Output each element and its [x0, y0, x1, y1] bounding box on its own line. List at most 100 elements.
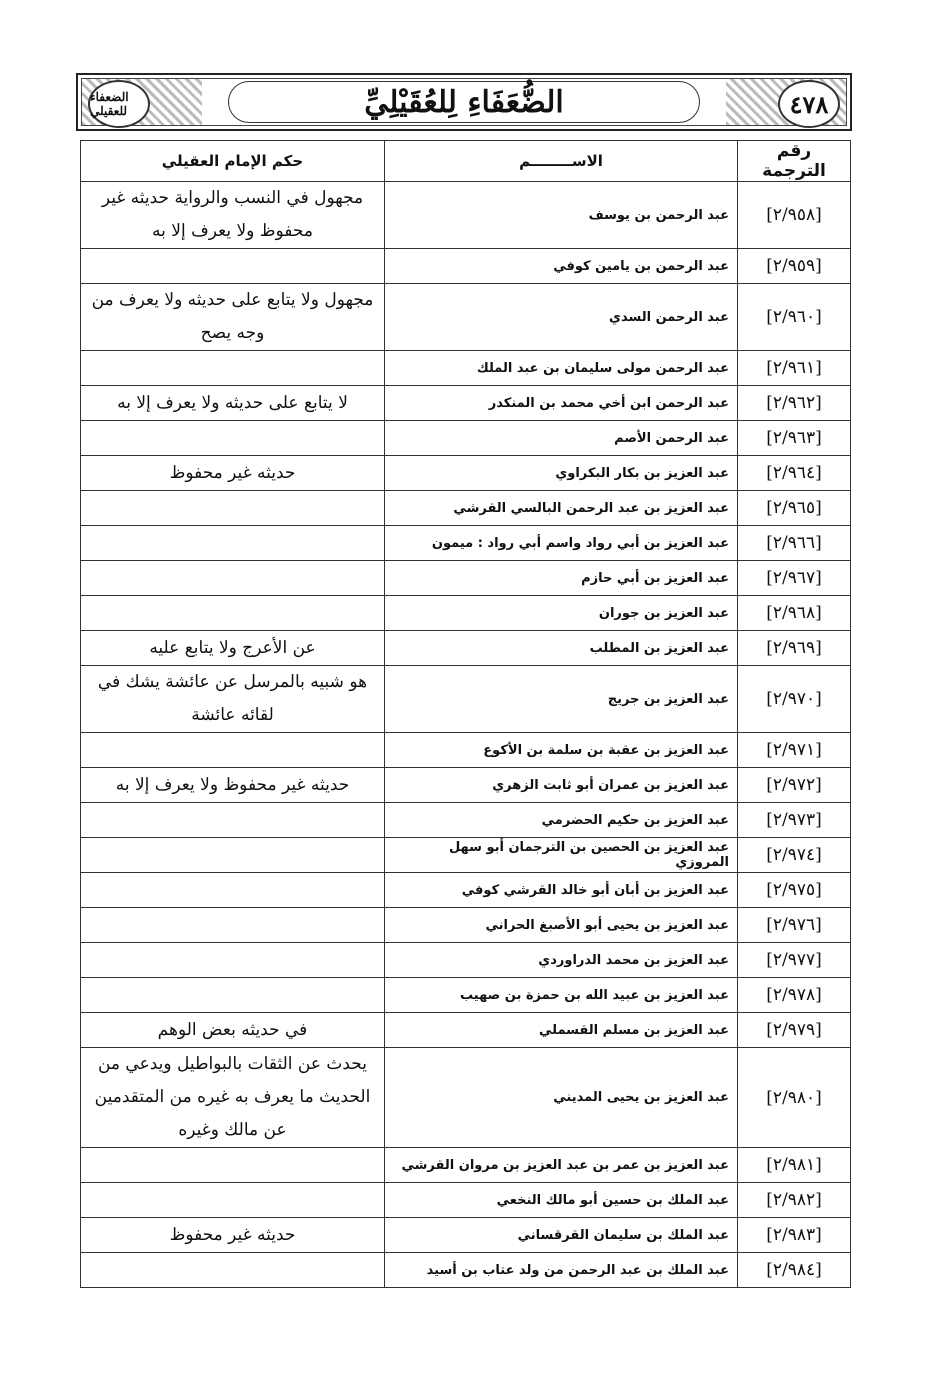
table-row: [٢/٩٧٨] عبد العزيز بن عبيد الله بن حمزة ب…	[80, 977, 851, 1013]
entry-number: [٢/٩٦١]	[737, 350, 851, 386]
table-row: [٢/٩٥٩] عبد الرحمن بن يامين كوفي	[80, 248, 851, 284]
entry-number: [٢/٩٧٩]	[737, 1012, 851, 1048]
table-header-row: رقم الترجمة الاســــــــم حكم الإمام الع…	[80, 140, 851, 182]
narrator-name: عبد العزيز بن الحصين بن الترجمان أبو سهل…	[384, 837, 738, 873]
entry-number: [٢/٩٨٠]	[737, 1047, 851, 1148]
verdict-text: هو شبيه بالمرسل عن عائشة يشك في لقائه عا…	[80, 665, 385, 733]
entry-number: [٢/٩٨١]	[737, 1147, 851, 1183]
verdict-text	[80, 560, 385, 596]
entry-number: [٢/٩٦٥]	[737, 490, 851, 526]
entry-number: [٢/٩٧١]	[737, 732, 851, 768]
verdict-text: في حديثه بعض الوهم	[80, 1012, 385, 1048]
entry-number: [٢/٩٧٥]	[737, 872, 851, 908]
narrator-name: عبد العزيز بن جوران	[384, 595, 738, 631]
narrator-name: عبد العزيز بن أبي حازم	[384, 560, 738, 596]
narrator-name: عبد الرحمن السدي	[384, 283, 738, 351]
verdict-text	[80, 525, 385, 561]
verdict-text: حديثه غير محفوظ	[80, 455, 385, 491]
narrator-name: عبد العزيز بن أبي رواد واسم أبي رواد : م…	[384, 525, 738, 561]
entry-number: [٢/٩٨٤]	[737, 1252, 851, 1288]
column-header-verdict: حكم الإمام العقيلي	[80, 140, 385, 182]
narrator-name: عبد الرحمن بن يامين كوفي	[384, 248, 738, 284]
narrator-name: عبد الرحمن مولى سليمان بن عبد الملك	[384, 350, 738, 386]
entry-number: [٢/٩٦٠]	[737, 283, 851, 351]
table-row: [٢/٩٧٠] عبد العزيز بن جريج هو شبيه بالمرسل…	[80, 665, 851, 733]
verdict-text	[80, 977, 385, 1013]
narrator-name: عبد العزيز بن أبان أبو خالد القرشي كوفي	[384, 872, 738, 908]
table-row: [٢/٩٧٩] عبد العزيز بن مسلم القسملي في حديث…	[80, 1012, 851, 1048]
table-row: [٢/٩٨٠] عبد العزيز بن يحيى المديني يحدث عن…	[80, 1047, 851, 1148]
table-row: [٢/٩٦٢] عبد الرحمن ابن أخي محمد بن المنكد…	[80, 385, 851, 421]
narrator-name: عبد الرحمن بن يوسف	[384, 181, 738, 249]
table-row: [٢/٩٦٤] عبد العزيز بن بكار البكراوي حديثه …	[80, 455, 851, 491]
table-row: [٢/٩٧٥] عبد العزيز بن أبان أبو خالد القرش…	[80, 872, 851, 908]
narrator-name: عبد العزيز بن بكار البكراوي	[384, 455, 738, 491]
verdict-text: حديثه غير محفوظ	[80, 1217, 385, 1253]
verdict-text: حديثه غير محفوظ ولا يعرف إلا به	[80, 767, 385, 803]
table-row: [٢/٩٧٧] عبد العزيز بن محمد الدراوردي	[80, 942, 851, 978]
verdict-text: مجهول في النسب والرواية حديثه غير محفوظ …	[80, 181, 385, 249]
narrator-name: عبد العزيز بن محمد الدراوردي	[384, 942, 738, 978]
table-row: [٢/٩٦٣] عبد الرحمن الأصم	[80, 420, 851, 456]
column-header-name: الاســــــــم	[384, 140, 738, 182]
entry-number: [٢/٩٧٨]	[737, 977, 851, 1013]
verdict-text	[80, 802, 385, 838]
narrator-name: عبد العزيز بن عمر بن عبد العزيز بن مروان…	[384, 1147, 738, 1183]
table-row: [٢/٩٦٥] عبد العزيز بن عبد الرحمن البالسي …	[80, 490, 851, 526]
narrator-name: عبد العزيز بن عقبة بن سلمة بن الأكوع	[384, 732, 738, 768]
verdict-text	[80, 248, 385, 284]
entry-number: [٢/٩٥٩]	[737, 248, 851, 284]
narrator-name: عبد العزيز بن عمران أبو ثابت الزهري	[384, 767, 738, 803]
entry-number: [٢/٩٧٧]	[737, 942, 851, 978]
table-row: [٢/٩٦٨] عبد العزيز بن جوران	[80, 595, 851, 631]
narrator-name: عبد الرحمن الأصم	[384, 420, 738, 456]
table-row: [٢/٩٨٢] عبد الملك بن حسين أبو مالك النخعي	[80, 1182, 851, 1218]
table-row: [٢/٩٧٤] عبد العزيز بن الحصين بن الترجمان …	[80, 837, 851, 873]
narrator-name: عبد العزيز بن عبد الرحمن البالسي القرشي	[384, 490, 738, 526]
verdict-text	[80, 907, 385, 943]
verdict-text: عن الأعرج ولا يتابع عليه	[80, 630, 385, 666]
entry-number: [٢/٩٦٩]	[737, 630, 851, 666]
verdict-text: لا يتابع على حديثه ولا يعرف إلا به	[80, 385, 385, 421]
narrator-name: عبد الملك بن سليمان القرقساني	[384, 1217, 738, 1253]
narrator-name: عبد العزيز بن جريج	[384, 665, 738, 733]
verdict-text	[80, 732, 385, 768]
verdict-text	[80, 1252, 385, 1288]
table-row: [٢/٩٦٧] عبد العزيز بن أبي حازم	[80, 560, 851, 596]
narrator-name: عبد العزيز بن يحيى أبو الأصبغ الحراني	[384, 907, 738, 943]
verdict-text	[80, 1147, 385, 1183]
verdict-text	[80, 1182, 385, 1218]
table-row: [٢/٩٧٢] عبد العزيز بن عمران أبو ثابت الزه…	[80, 767, 851, 803]
verdict-text	[80, 595, 385, 631]
entry-number: [٢/٩٦٢]	[737, 385, 851, 421]
narrator-name: عبد العزيز بن حكيم الحضرمي	[384, 802, 738, 838]
verdict-text	[80, 837, 385, 873]
verdict-text	[80, 490, 385, 526]
narrator-name: عبد العزيز بن المطلب	[384, 630, 738, 666]
verdict-text: مجهول ولا يتابع على حديثه ولا يعرف من وج…	[80, 283, 385, 351]
table-row: [٢/٩٨١] عبد العزيز بن عمر بن عبد العزيز ب…	[80, 1147, 851, 1183]
entry-number: [٢/٩٥٨]	[737, 181, 851, 249]
narrator-name: عبد العزيز بن عبيد الله بن حمزة بن صهيب	[384, 977, 738, 1013]
entry-number: [٢/٩٨٢]	[737, 1182, 851, 1218]
narrator-name: عبد الملك بن عبد الرحمن من ولد عتاب بن أ…	[384, 1252, 738, 1288]
table-row: [٢/٩٧٦] عبد العزيز بن يحيى أبو الأصبغ الح…	[80, 907, 851, 943]
table-row: [٢/٩٦٩] عبد العزيز بن المطلب عن الأعرج ولا…	[80, 630, 851, 666]
verdict-text: يحدث عن الثقات بالبواطيل ويدعي من الحديث…	[80, 1047, 385, 1148]
entry-number: [٢/٩٦٤]	[737, 455, 851, 491]
entry-number: [٢/٩٧٣]	[737, 802, 851, 838]
narrators-table: رقم الترجمة الاســــــــم حكم الإمام الع…	[80, 140, 851, 1288]
column-header-number: رقم الترجمة	[737, 140, 851, 182]
table-row: [٢/٩٥٨] عبد الرحمن بن يوسف مجهول في النسب …	[80, 181, 851, 249]
table-row: [٢/٩٦٦] عبد العزيز بن أبي رواد واسم أبي ر…	[80, 525, 851, 561]
page-number: ٤٧٨	[778, 80, 840, 128]
entry-number: [٢/٩٦٦]	[737, 525, 851, 561]
table-row: [٢/٩٨٤] عبد الملك بن عبد الرحمن من ولد عت…	[80, 1252, 851, 1288]
entry-number: [٢/٩٨٣]	[737, 1217, 851, 1253]
narrator-name: عبد الرحمن ابن أخي محمد بن المنكدر	[384, 385, 738, 421]
entry-number: [٢/٩٧٦]	[737, 907, 851, 943]
verdict-text	[80, 350, 385, 386]
table-row: [٢/٩٨٣] عبد الملك بن سليمان القرقساني حديث…	[80, 1217, 851, 1253]
narrator-name: عبد العزيز بن مسلم القسملي	[384, 1012, 738, 1048]
verdict-text	[80, 942, 385, 978]
